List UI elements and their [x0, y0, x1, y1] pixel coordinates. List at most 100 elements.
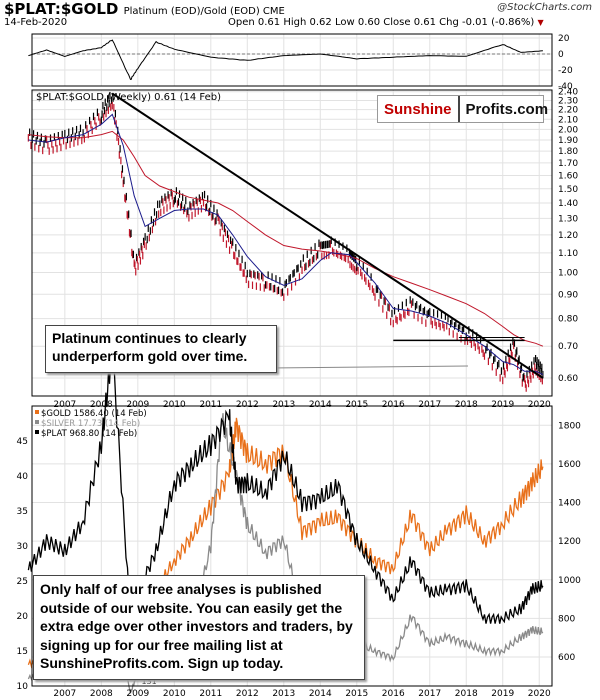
down-arrow-icon: ▼ — [537, 18, 544, 27]
series-line-2 — [27, 343, 544, 624]
ratio-title: $PLAT:$GOLD (Weekly) 0.61 (14 Feb) — [36, 92, 221, 103]
x-tick-label-bottom: 2017 — [418, 689, 441, 699]
x-tick-label-mid: 2020 — [528, 400, 551, 410]
ratio-tick-label: 2.00 — [558, 125, 578, 135]
x-tick-label-mid: 2011 — [199, 400, 222, 410]
ratio-tick-label: 2.20 — [558, 106, 578, 116]
ratio-tick-label: 1.60 — [558, 171, 578, 181]
right-tick-label: 1400 — [558, 499, 581, 509]
oscillator-tick-label: 0 — [558, 50, 564, 60]
high-value: High 0.62 — [283, 17, 332, 28]
left-tick-label: 25 — [17, 577, 28, 587]
left-tick-label: 15 — [17, 647, 28, 657]
legend-entry: $GOLD 1586.40 (14 Feb) — [41, 409, 147, 419]
x-tick-label-bottom: 2018 — [455, 689, 478, 699]
ratio-tick-label: 1.50 — [558, 185, 578, 195]
oscillator-tick-label: -20 — [558, 66, 573, 76]
chart-header: $PLAT:$GOLD Platinum (EOD)/Gold (EOD) CM… — [0, 0, 600, 32]
x-tick-label-mid: 2010 — [163, 400, 186, 410]
panel-border — [31, 89, 553, 397]
panel-border — [31, 405, 553, 687]
right-tick-label: 1600 — [558, 460, 581, 470]
x-tick-label-bottom: 2009 — [126, 689, 149, 699]
right-tick-label: 800 — [558, 614, 575, 624]
left-tick-label: 40 — [17, 472, 29, 482]
legend-entry: $SILVER 17.73 (14 Feb) — [41, 419, 140, 429]
ratio-tick-label: 1.70 — [558, 159, 578, 169]
x-tick-label-mid: 2016 — [382, 400, 405, 410]
moving-average-long — [28, 130, 544, 347]
sunshine-profits-logo: Sunshine Profits.com — [377, 95, 548, 123]
x-tick-label-bottom: 2015 — [345, 689, 368, 699]
right-tick-label: 600 — [558, 653, 575, 663]
x-tick-label-bottom: 2007 — [53, 689, 76, 699]
legend-swatch — [35, 410, 39, 414]
right-tick-label: 1200 — [558, 537, 581, 547]
close-value: Close 0.61 — [383, 17, 436, 28]
callout-pointer — [269, 365, 469, 369]
x-tick-label-mid: 2013 — [272, 400, 295, 410]
legend-entry: $PLAT 968.80 (14 Feb) — [41, 429, 137, 439]
callout-platinum-underperform: Platinum continues to clearly underperfo… — [45, 325, 277, 373]
open-value: Open 0.61 — [228, 17, 281, 28]
ratio-tick-label: 1.30 — [558, 214, 578, 224]
x-tick-label-mid: 2014 — [309, 400, 332, 410]
trendline — [111, 92, 544, 379]
x-tick-label-mid: 2007 — [53, 400, 76, 410]
ratio-tick-label: 1.20 — [558, 231, 578, 241]
x-tick-label-bottom: 2016 — [382, 689, 405, 699]
right-tick-label: 1800 — [558, 421, 581, 431]
low-value: Low 0.60 — [334, 17, 381, 28]
x-tick-label-bottom: 2013 — [272, 689, 295, 699]
symbol-text: $PLAT:$GOLD — [4, 0, 119, 18]
oscillator-tick-label: 20 — [558, 34, 570, 44]
x-tick-label-mid: 2018 — [455, 400, 478, 410]
ratio-tick-label: 1.80 — [558, 147, 578, 157]
legend-swatch — [35, 420, 39, 424]
x-tick-label-bottom: 2019 — [491, 689, 514, 699]
ratio-tick-label: 1.90 — [558, 136, 578, 146]
quote-values: Open 0.61 High 0.62 Low 0.60 Close 0.61 … — [228, 17, 544, 28]
x-tick-label-mid: 2019 — [491, 400, 514, 410]
left-tick-label: 30 — [17, 542, 29, 552]
legend-swatch — [35, 430, 39, 434]
panel-border — [31, 33, 553, 87]
logo-part-profits: Profits.com — [465, 100, 549, 118]
left-tick-label: 45 — [17, 437, 28, 447]
ratio-tick-label: 1.10 — [558, 249, 578, 259]
oscillator-tick-label: -40 — [558, 82, 573, 92]
logo-part-sunshine: Sunshine — [378, 96, 460, 122]
x-tick-label-bottom: 2014 — [309, 689, 332, 699]
oscillator-line — [28, 39, 543, 80]
change-value: Chg -0.01 (-0.86%) — [439, 17, 535, 28]
ratio-tick-label: 1.00 — [558, 269, 578, 279]
annotation-label: 131 — [141, 677, 156, 686]
left-tick-label: 20 — [17, 612, 29, 622]
ratio-tick-label: 0.70 — [558, 342, 578, 352]
x-tick-label-bottom: 2012 — [236, 689, 259, 699]
x-tick-label-mid: 2017 — [418, 400, 441, 410]
right-tick-label: 1000 — [558, 576, 581, 586]
x-tick-label-mid: 2015 — [345, 400, 368, 410]
ratio-tick-label: 1.40 — [558, 199, 578, 209]
x-tick-label-mid: 2008 — [90, 400, 113, 410]
callout-newsletter: Only half of our free analyses is publis… — [33, 575, 365, 680]
moving-average-short — [28, 113, 544, 376]
x-tick-label-mid: 2009 — [126, 400, 149, 410]
x-tick-label-mid: 2012 — [236, 400, 259, 410]
stockcharts-brand: @StockCharts.com — [497, 2, 592, 13]
symbol-description: Platinum (EOD)/Gold (EOD) CME — [123, 6, 285, 17]
ratio-tick-label: 0.80 — [558, 315, 578, 325]
ratio-tick-label: 0.90 — [558, 290, 578, 300]
ratio-tick-label: 0.60 — [558, 374, 578, 384]
x-tick-label-bottom: 2011 — [199, 689, 222, 699]
x-tick-label-bottom: 2010 — [163, 689, 186, 699]
left-tick-label: 35 — [17, 507, 28, 517]
ratio-tick-label: 2.10 — [558, 115, 578, 125]
ratio-tick-label: 2.30 — [558, 97, 578, 107]
chart-symbol: $PLAT:$GOLD Platinum (EOD)/Gold (EOD) CM… — [4, 0, 285, 18]
ratio-tick-label: 2.40 — [558, 88, 578, 98]
x-tick-label-bottom: 2008 — [90, 689, 113, 699]
chart-date: 14-Feb-2020 — [4, 17, 68, 28]
